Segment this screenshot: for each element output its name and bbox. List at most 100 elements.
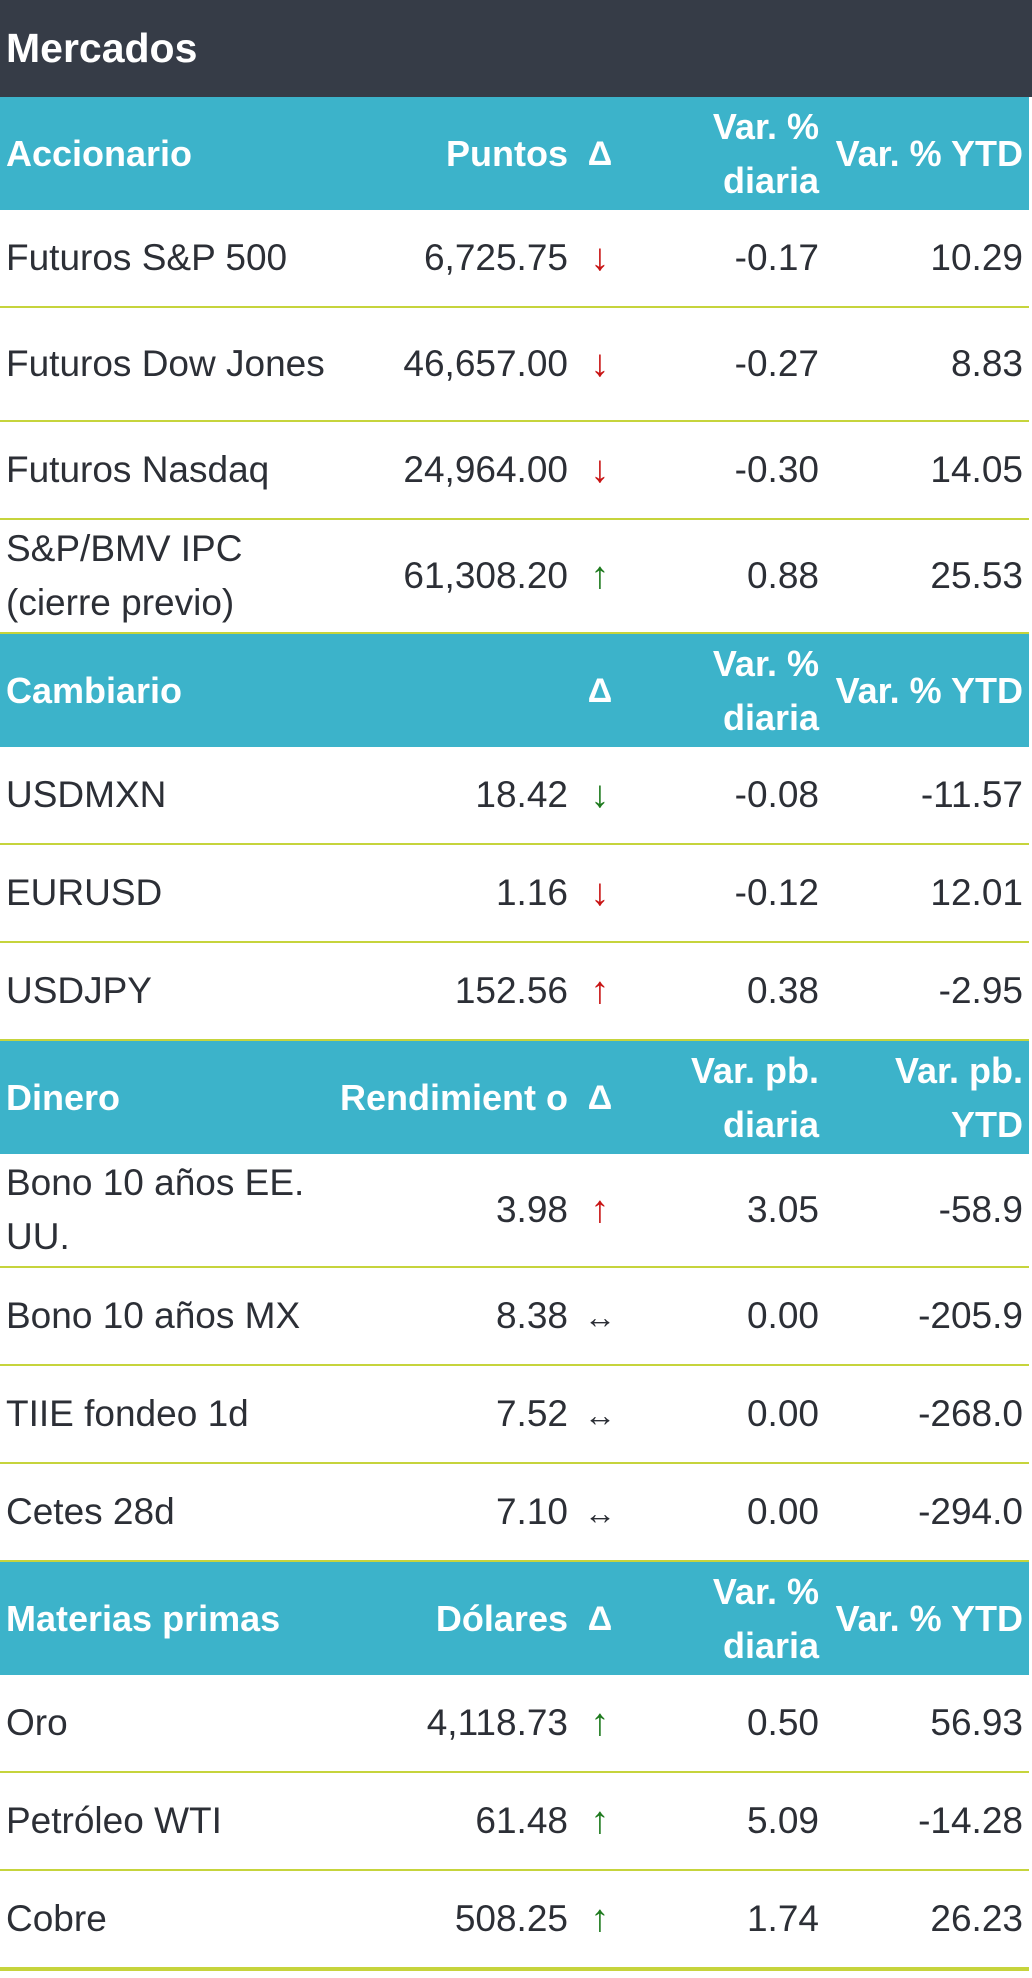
daily-change: 0.00 <box>626 1365 825 1464</box>
instrument-name: Oro <box>0 1675 332 1773</box>
daily-change-column-header: Var. % diaria <box>626 633 825 747</box>
trend-icon: ↓ <box>590 774 610 816</box>
instrument-value: 508.25 <box>332 1870 574 1971</box>
ytd-change: 56.93 <box>825 1675 1029 1773</box>
instrument-name: Petróleo WTI <box>0 1772 332 1871</box>
ytd-change: -268.0 <box>825 1365 1029 1464</box>
trend-arrow-icon: ↑ <box>574 942 626 1041</box>
instrument-value: 8.38 <box>332 1267 574 1366</box>
value-column-header: Rendimient o <box>332 1040 574 1154</box>
daily-change-column-header: Var. pb. diaria <box>626 1040 825 1154</box>
instrument-value: 61.48 <box>332 1772 574 1871</box>
ytd-change: 25.53 <box>825 519 1029 634</box>
instrument-name: Cobre <box>0 1870 332 1971</box>
instrument-name: Futuros S&P 500 <box>0 210 332 308</box>
daily-change: 0.00 <box>626 1463 825 1562</box>
instrument-value: 1.16 <box>332 844 574 943</box>
trend-icon: ↑ <box>590 555 610 597</box>
daily-change: -0.27 <box>626 307 825 422</box>
delta-column-header: Δ <box>574 1040 626 1154</box>
trend-arrow-icon: ↑ <box>574 1870 626 1971</box>
trend-arrow-icon: ↑ <box>574 1772 626 1871</box>
daily-change: 0.00 <box>626 1267 825 1366</box>
delta-column-header: Δ <box>574 1561 626 1675</box>
instrument-name: Bono 10 años MX <box>0 1267 332 1366</box>
table-row: Oro 4,118.73 ↑ 0.50 56.93 <box>0 1675 1029 1773</box>
instrument-value: 46,657.00 <box>332 307 574 422</box>
trend-icon: ↑ <box>590 1800 610 1842</box>
instrument-value: 3.98 <box>332 1154 574 1268</box>
delta-column-header: Δ <box>574 97 626 210</box>
table-row: Petróleo WTI 61.48 ↑ 5.09 -14.28 <box>0 1772 1029 1871</box>
section-header: Accionario Puntos Δ Var. % diaria Var. % YTD <box>0 97 1029 210</box>
ytd-change: -14.28 <box>825 1772 1029 1871</box>
trend-arrow-icon: ↓ <box>574 307 626 422</box>
trend-arrow-icon: ↔ <box>574 1267 626 1366</box>
ytd-change-column-header: Var. % YTD <box>825 633 1029 747</box>
daily-change-column-header: Var. % diaria <box>626 97 825 210</box>
trend-arrow-icon: ↔ <box>574 1463 626 1562</box>
table-row: USDMXN 18.42 ↓ -0.08 -11.57 <box>0 747 1029 845</box>
trend-arrow-icon: ↓ <box>574 747 626 845</box>
instrument-name: Futuros Dow Jones <box>0 307 332 422</box>
ytd-change-column-header: Var. % YTD <box>825 1561 1029 1675</box>
trend-arrow-icon: ↑ <box>574 519 626 634</box>
table-row: Futuros Dow Jones 46,657.00 ↓ -0.27 8.83 <box>0 307 1029 422</box>
value-column-header: Dólares <box>332 1561 574 1675</box>
table-row: Cetes 28d 7.10 ↔ 0.00 -294.0 <box>0 1463 1029 1562</box>
instrument-value: 7.10 <box>332 1463 574 1562</box>
instrument-name: USDJPY <box>0 942 332 1041</box>
instrument-name: Bono 10 años EE. UU. <box>0 1154 332 1268</box>
instrument-value: 7.52 <box>332 1365 574 1464</box>
instrument-value: 6,725.75 <box>332 210 574 308</box>
daily-change: 0.50 <box>626 1675 825 1773</box>
daily-change: -0.12 <box>626 844 825 943</box>
ytd-change: -294.0 <box>825 1463 1029 1562</box>
table-row: S&P/BMV IPC (cierre previo) 61,308.20 ↑ 0.8… <box>0 519 1029 634</box>
section-title: Materias primas <box>0 1561 332 1675</box>
instrument-name: Futuros Nasdaq <box>0 421 332 520</box>
trend-icon: ↔ <box>584 1396 616 1433</box>
trend-icon: ↓ <box>590 237 610 279</box>
table-row: Futuros Nasdaq 24,964.00 ↓ -0.30 14.05 <box>0 421 1029 520</box>
trend-icon: ↔ <box>584 1494 616 1531</box>
table-row: TIIE fondeo 1d 7.52 ↔ 0.00 -268.0 <box>0 1365 1029 1464</box>
section-title: Cambiario <box>0 633 332 747</box>
section-header: Dinero Rendimient o Δ Var. pb. diaria Var. p… <box>0 1040 1029 1154</box>
trend-arrow-icon: ↓ <box>574 210 626 308</box>
ytd-change: 12.01 <box>825 844 1029 943</box>
delta-column-header: Δ <box>574 633 626 747</box>
instrument-name: S&P/BMV IPC (cierre previo) <box>0 519 332 634</box>
daily-change: 1.74 <box>626 1870 825 1971</box>
trend-icon: ↔ <box>584 1298 616 1335</box>
table-row: Futuros S&P 500 6,725.75 ↓ -0.17 10.29 <box>0 210 1029 308</box>
ytd-change: 14.05 <box>825 421 1029 520</box>
trend-icon: ↑ <box>590 970 610 1012</box>
markets-table: Accionario Puntos Δ Var. % diaria Var. % YTD… <box>0 97 1029 1971</box>
section-title: Accionario <box>0 97 332 210</box>
trend-arrow-icon: ↑ <box>574 1154 626 1268</box>
ytd-change: 26.23 <box>825 1870 1029 1971</box>
ytd-change: -205.9 <box>825 1267 1029 1366</box>
daily-change: 5.09 <box>626 1772 825 1871</box>
ytd-change: 10.29 <box>825 210 1029 308</box>
trend-arrow-icon: ↔ <box>574 1365 626 1464</box>
table-row: USDJPY 152.56 ↑ 0.38 -2.95 <box>0 942 1029 1041</box>
ytd-change-column-header: Var. pb. YTD <box>825 1040 1029 1154</box>
daily-change: -0.08 <box>626 747 825 845</box>
trend-icon: ↓ <box>590 872 610 914</box>
instrument-value: 24,964.00 <box>332 421 574 520</box>
trend-icon: ↓ <box>590 343 610 385</box>
daily-change: 0.38 <box>626 942 825 1041</box>
daily-change: -0.17 <box>626 210 825 308</box>
daily-change: 3.05 <box>626 1154 825 1268</box>
trend-icon: ↑ <box>590 1189 610 1231</box>
trend-arrow-icon: ↓ <box>574 844 626 943</box>
instrument-name: USDMXN <box>0 747 332 845</box>
trend-arrow-icon: ↑ <box>574 1675 626 1773</box>
table-row: Bono 10 años MX 8.38 ↔ 0.00 -205.9 <box>0 1267 1029 1366</box>
panel-title: Mercados <box>0 0 1032 97</box>
ytd-change: -2.95 <box>825 942 1029 1041</box>
daily-change: -0.30 <box>626 421 825 520</box>
